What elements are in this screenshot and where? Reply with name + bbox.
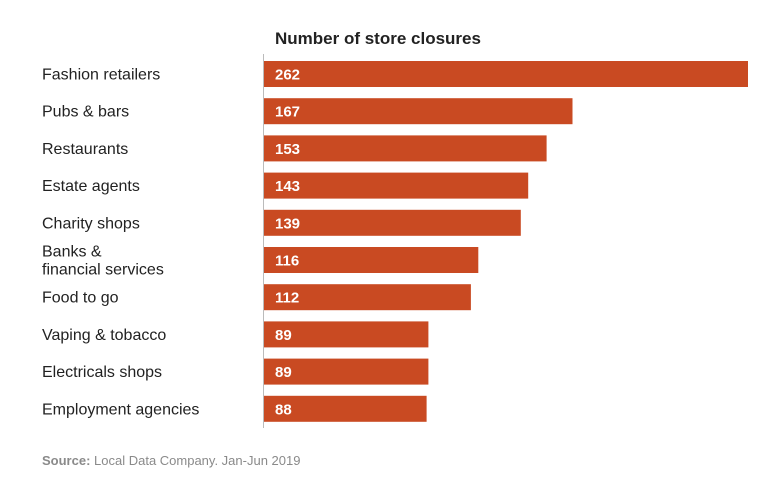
value-label-7: 89 xyxy=(275,327,292,344)
bar-7 xyxy=(264,321,429,348)
bar-8 xyxy=(264,358,429,385)
category-label-7: Vaping & tobacco xyxy=(42,327,166,344)
category-label-1: Pubs & bars xyxy=(42,104,129,121)
source-note: Source: Local Data Company. Jan-Jun 2019 xyxy=(42,453,300,468)
chart-title: Number of store closures xyxy=(275,29,481,48)
category-label-line: Electricals shops xyxy=(42,364,162,381)
category-label-9: Employment agencies xyxy=(42,401,199,418)
bar-5 xyxy=(264,247,479,273)
category-label-6: Food to go xyxy=(42,290,119,307)
category-label-0: Fashion retailers xyxy=(42,67,160,84)
category-label-3: Estate agents xyxy=(42,178,140,195)
category-label-line: financial services xyxy=(42,262,164,279)
bar-1 xyxy=(264,98,573,125)
category-label-4: Charity shops xyxy=(42,215,140,232)
category-label-line: Employment agencies xyxy=(42,401,199,418)
category-label-line: Pubs & bars xyxy=(42,104,129,121)
category-label-line: Charity shops xyxy=(42,215,140,232)
source-label: Source: xyxy=(42,453,91,468)
value-label-9: 88 xyxy=(275,401,292,418)
category-label-line: Banks & xyxy=(42,244,102,261)
category-label-line: Restaurants xyxy=(42,141,128,158)
bar-9 xyxy=(264,395,427,422)
category-label-2: Restaurants xyxy=(42,141,128,158)
category-labels-group: Fashion retailers Pubs & bars Restaurants E… xyxy=(42,67,199,419)
bar-0 xyxy=(264,61,748,87)
bar-2 xyxy=(264,135,547,162)
category-label-5: Banks & financial services xyxy=(42,244,164,279)
value-labels-group: 262 167 153 143 139 116 112 89 89 88 xyxy=(275,67,300,419)
value-label-1: 167 xyxy=(275,104,300,121)
value-label-0: 262 xyxy=(275,67,300,84)
bar-3 xyxy=(264,172,529,199)
value-label-8: 89 xyxy=(275,364,292,381)
category-label-line: Estate agents xyxy=(42,178,140,195)
value-label-4: 139 xyxy=(275,215,300,232)
bars-group xyxy=(264,61,748,422)
bar-6 xyxy=(264,284,471,311)
category-label-line: Food to go xyxy=(42,290,119,307)
category-label-line: Fashion retailers xyxy=(42,67,160,84)
value-label-5: 116 xyxy=(275,253,299,270)
category-label-8: Electricals shops xyxy=(42,364,162,381)
category-label-line: Vaping & tobacco xyxy=(42,327,166,344)
bar-4 xyxy=(264,209,521,236)
value-label-3: 143 xyxy=(275,178,300,195)
value-label-2: 153 xyxy=(275,141,300,158)
source-text: Local Data Company. Jan-Jun 2019 xyxy=(90,453,301,468)
value-label-6: 112 xyxy=(275,290,299,307)
